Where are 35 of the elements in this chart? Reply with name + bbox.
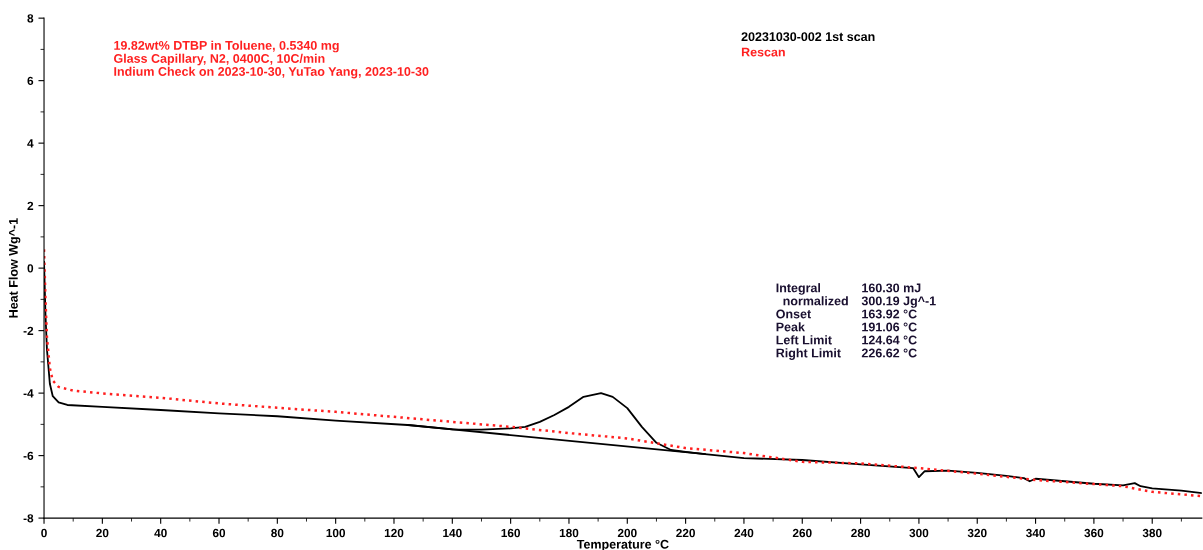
x-tick-label: 80: [271, 528, 284, 538]
x-tick-label: 120: [384, 528, 404, 538]
x-tick-label: 160: [501, 528, 520, 538]
x-tick-label: 140: [443, 528, 462, 538]
y-tick-label: -6: [23, 451, 34, 460]
y-axis-title: Heat Flow Wg^-1: [8, 218, 21, 318]
x-tick-label: 340: [1025, 528, 1045, 538]
x-tick-label: 100: [326, 528, 346, 538]
x-tick-label: 300: [909, 528, 929, 538]
y-tick-label: 4: [27, 139, 34, 148]
x-tick-label: 240: [734, 528, 754, 538]
y-tick-label: -4: [23, 389, 34, 398]
x-tick-label: 260: [792, 528, 812, 538]
x-tick-label: 180: [559, 528, 579, 538]
x-tick-label: 60: [212, 528, 226, 538]
y-tick-label: 6: [27, 76, 34, 86]
text: Rescan: [741, 47, 785, 57]
annotation: Integral normalized Onset Peak Left Limit Right Limit: [776, 283, 848, 360]
y-tick-label: -2: [23, 326, 34, 335]
y-tick-label: -8: [23, 514, 34, 523]
x-tick-label: 320: [967, 528, 987, 538]
x-tick-label: 20: [96, 528, 109, 538]
x-tick-label: 380: [1142, 528, 1162, 538]
y-tick-label: 0: [27, 264, 34, 273]
text: 20231030-002 1st scan: [741, 32, 875, 42]
x-tick-label: 200: [617, 528, 637, 538]
annotation: 19.82wt% DTBP in Toluene, 0.5340 mg Glass Capillary, N2, 0400C, 10C/min Indium Check on 2023-10-30, YuTao Yang, 2023-10-30: [114, 40, 429, 79]
x-tick-label: 0: [41, 528, 47, 538]
y-tick-label: 2: [27, 201, 34, 210]
x-tick-label: 40: [154, 528, 167, 538]
annotation: 160.30 mJ 300.19 Jg^-1 163.92 °C 191.06 °C 124.64 °C 226.62 °C: [861, 283, 936, 358]
x-tick-label: 360: [1084, 528, 1104, 538]
x-tick-label: 280: [851, 528, 870, 538]
y-tick-label: 8: [27, 14, 34, 23]
x-tick-label: 220: [676, 528, 695, 538]
